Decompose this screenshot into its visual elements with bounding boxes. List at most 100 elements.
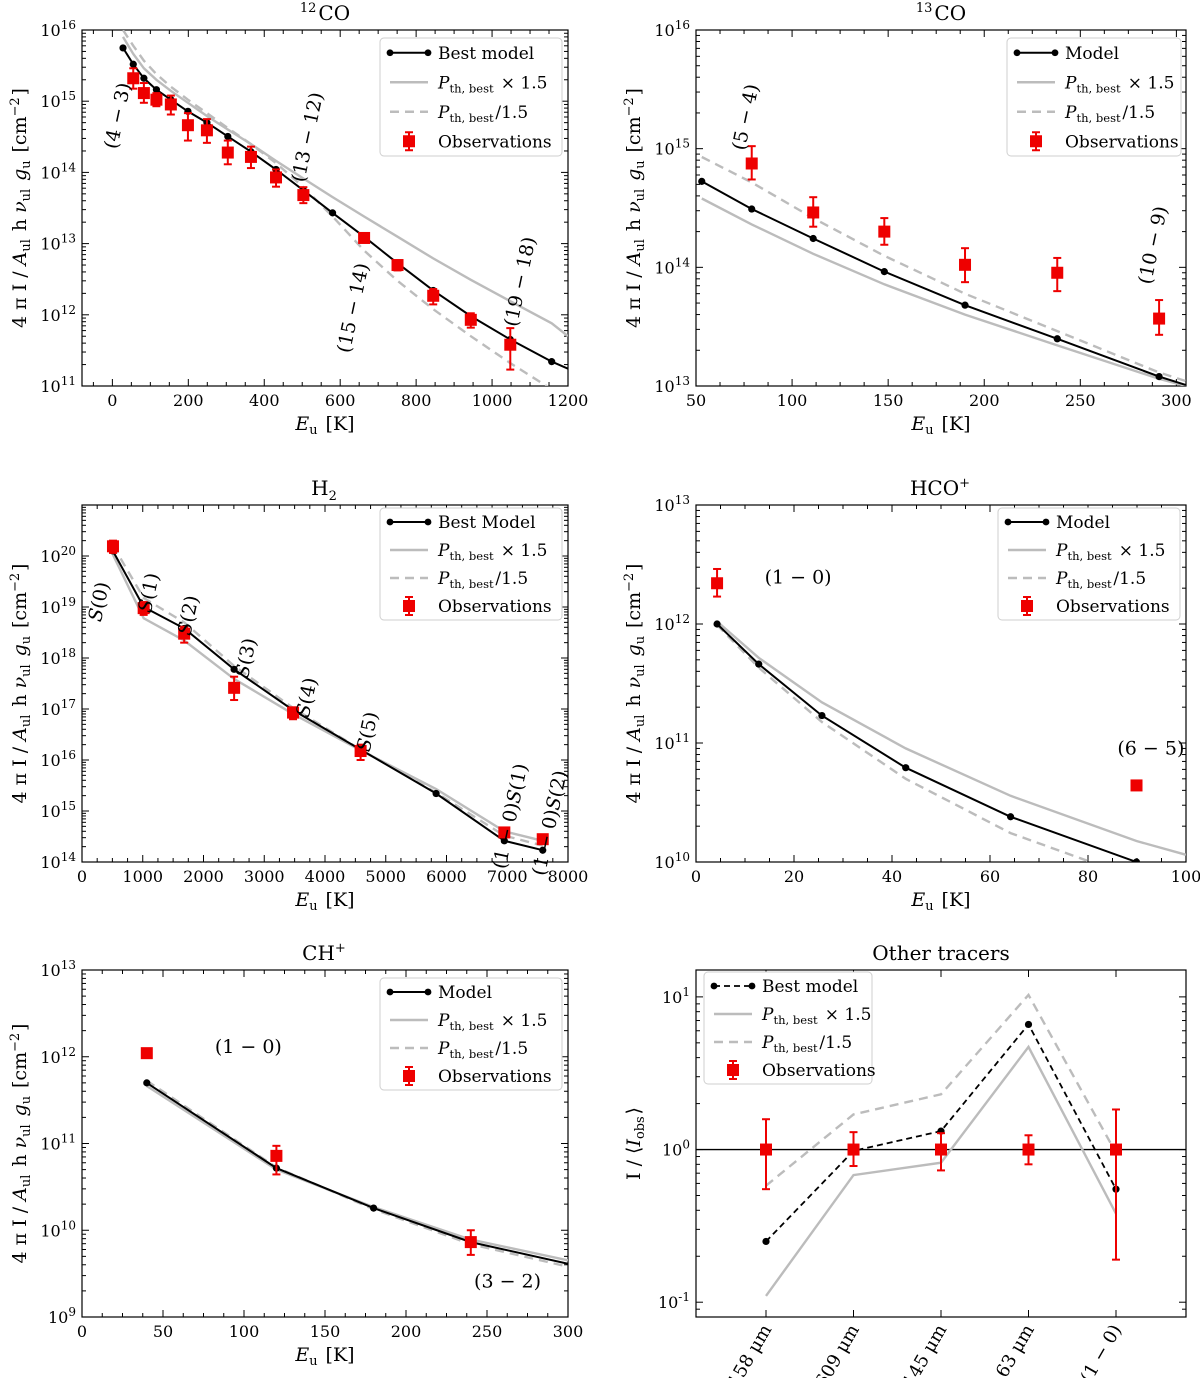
y-tick-label: 1016 [654, 18, 690, 40]
model-point [328, 209, 337, 217]
x-axis-label: Eu [K] [294, 1344, 354, 1369]
panel-title: Other tracers [872, 941, 1009, 965]
model-point [1053, 335, 1061, 343]
legend-label: Pth, best /1.5 [1055, 569, 1146, 591]
y-axis-label: 4 π I / Aul h νul gu [cm−2 ] [8, 564, 34, 804]
line-annotation: (10 − 9) [1134, 204, 1172, 286]
legend-swatch-point [710, 982, 718, 990]
line-annotation: (5 − 4) [728, 82, 763, 152]
model-point [500, 837, 508, 845]
y-tick-label: 1012 [40, 1045, 76, 1067]
observation-point [745, 157, 758, 170]
plot-area [711, 567, 1186, 862]
model-point [762, 1237, 770, 1246]
line-annotation: S(0) [84, 580, 114, 624]
observation-point [127, 72, 140, 85]
y-tick-label: 1010 [654, 850, 690, 872]
legend: Best Model Pth, best × 1.5 Pth, best /1.5 O… [379, 507, 563, 621]
y-tick-label: 10-1 [658, 1290, 690, 1312]
legend-label: Observations [438, 597, 552, 617]
x-tick-label: 0 [77, 867, 87, 886]
y-tick-label: 1013 [654, 374, 690, 396]
x-category-label: O 145 μm [888, 1321, 951, 1378]
y-tick-label: 1013 [654, 493, 690, 515]
observation-point [391, 259, 404, 272]
observation-point [137, 87, 150, 100]
axes-frame [81, 29, 569, 387]
legend-label: Model [438, 983, 492, 1003]
model-point [818, 711, 826, 720]
panel-co12: 12 CO 1011 1012 1013 1014 1015 1016 0 200 400 600 8… [8, 1, 588, 438]
line-annotation: (13 − 12) [288, 90, 328, 184]
model-point [224, 132, 232, 141]
legend-swatch-point [1004, 518, 1012, 526]
panel-chp: CH+ 109 1010 1011 1012 1013 0 50 100 150 200 250 30… [8, 941, 583, 1369]
observation-point [164, 98, 177, 111]
legend-label: Pth, best /1.5 [437, 569, 528, 591]
legend-box [379, 507, 563, 621]
x-axis-label: Eu [K] [294, 413, 354, 438]
y-tick-label: 1020 [40, 544, 76, 566]
observation-point [270, 1149, 283, 1162]
series-line-model [146, 1082, 568, 1265]
legend-label: Best Model [438, 513, 536, 533]
panel-title: HCO+ [910, 476, 972, 500]
legend-label: Pth, best × 1.5 [761, 1005, 871, 1027]
observation-point [504, 338, 517, 351]
model-point [698, 177, 706, 185]
x-tick-label: 150 [310, 1322, 341, 1341]
x-tick-label: 200 [391, 1322, 422, 1341]
line-annotation: (4 − 3) [100, 81, 135, 151]
legend-label: Pth, best × 1.5 [437, 73, 547, 95]
panel-title: CH+ [302, 941, 348, 965]
observation-point [287, 706, 300, 719]
observation-point [1110, 1143, 1122, 1156]
x-tick-label: 100 [777, 391, 808, 410]
legend-swatch-point [1051, 49, 1059, 57]
y-tick-label: 1012 [654, 612, 690, 634]
y-tick-label: 1014 [40, 850, 76, 872]
x-tick-label: 300 [553, 1322, 584, 1341]
x-tick-label: 80 [1078, 867, 1098, 886]
model-point [902, 764, 910, 772]
plot-area [696, 992, 1186, 1297]
y-tick-label: 1016 [40, 748, 76, 770]
model-point [1132, 858, 1141, 862]
line-annotation: (1 − 0) [215, 1036, 282, 1058]
legend: Model Pth, best × 1.5 Pth, best /1.5 Observ… [379, 977, 563, 1091]
observation-point [847, 1143, 860, 1156]
y-tick-label: 1011 [40, 374, 76, 396]
legend-swatch-square [727, 1064, 739, 1076]
observation-point [221, 146, 234, 159]
legend-swatch-point [1013, 49, 1021, 57]
x-tick-label: 1000 [122, 867, 163, 886]
series-line-model [701, 180, 1186, 386]
observation-point [270, 171, 283, 184]
legend-label: Observations [1056, 597, 1170, 617]
model-point [119, 44, 127, 52]
model-point [548, 358, 556, 366]
y-tick-label: 1015 [40, 799, 76, 821]
legend-box [379, 37, 563, 157]
legend-swatch-square [403, 135, 415, 148]
x-tick-label: 4000 [305, 867, 346, 886]
model-point [880, 268, 888, 276]
x-tick-label: 200 [173, 391, 204, 410]
x-tick-label: 0 [77, 1322, 87, 1341]
observation-point [137, 602, 150, 615]
series-line-lower [716, 624, 1093, 862]
y-tick-label: 109 [48, 1305, 76, 1327]
y-tick-label: 1019 [40, 595, 76, 617]
legend-box [997, 507, 1181, 621]
legend-label: Observations [438, 1067, 552, 1087]
x-axis-label: Eu [K] [910, 413, 970, 438]
y-tick-label: 1015 [654, 137, 690, 159]
legend-label: Best model [438, 44, 534, 64]
panel-title: 13 CO [916, 1, 966, 25]
observation-point [427, 289, 440, 302]
y-tick-label: 1013 [40, 958, 76, 980]
legend-swatch-point [748, 982, 756, 990]
y-tick-label: 1012 [40, 303, 76, 325]
model-point [143, 1079, 151, 1087]
